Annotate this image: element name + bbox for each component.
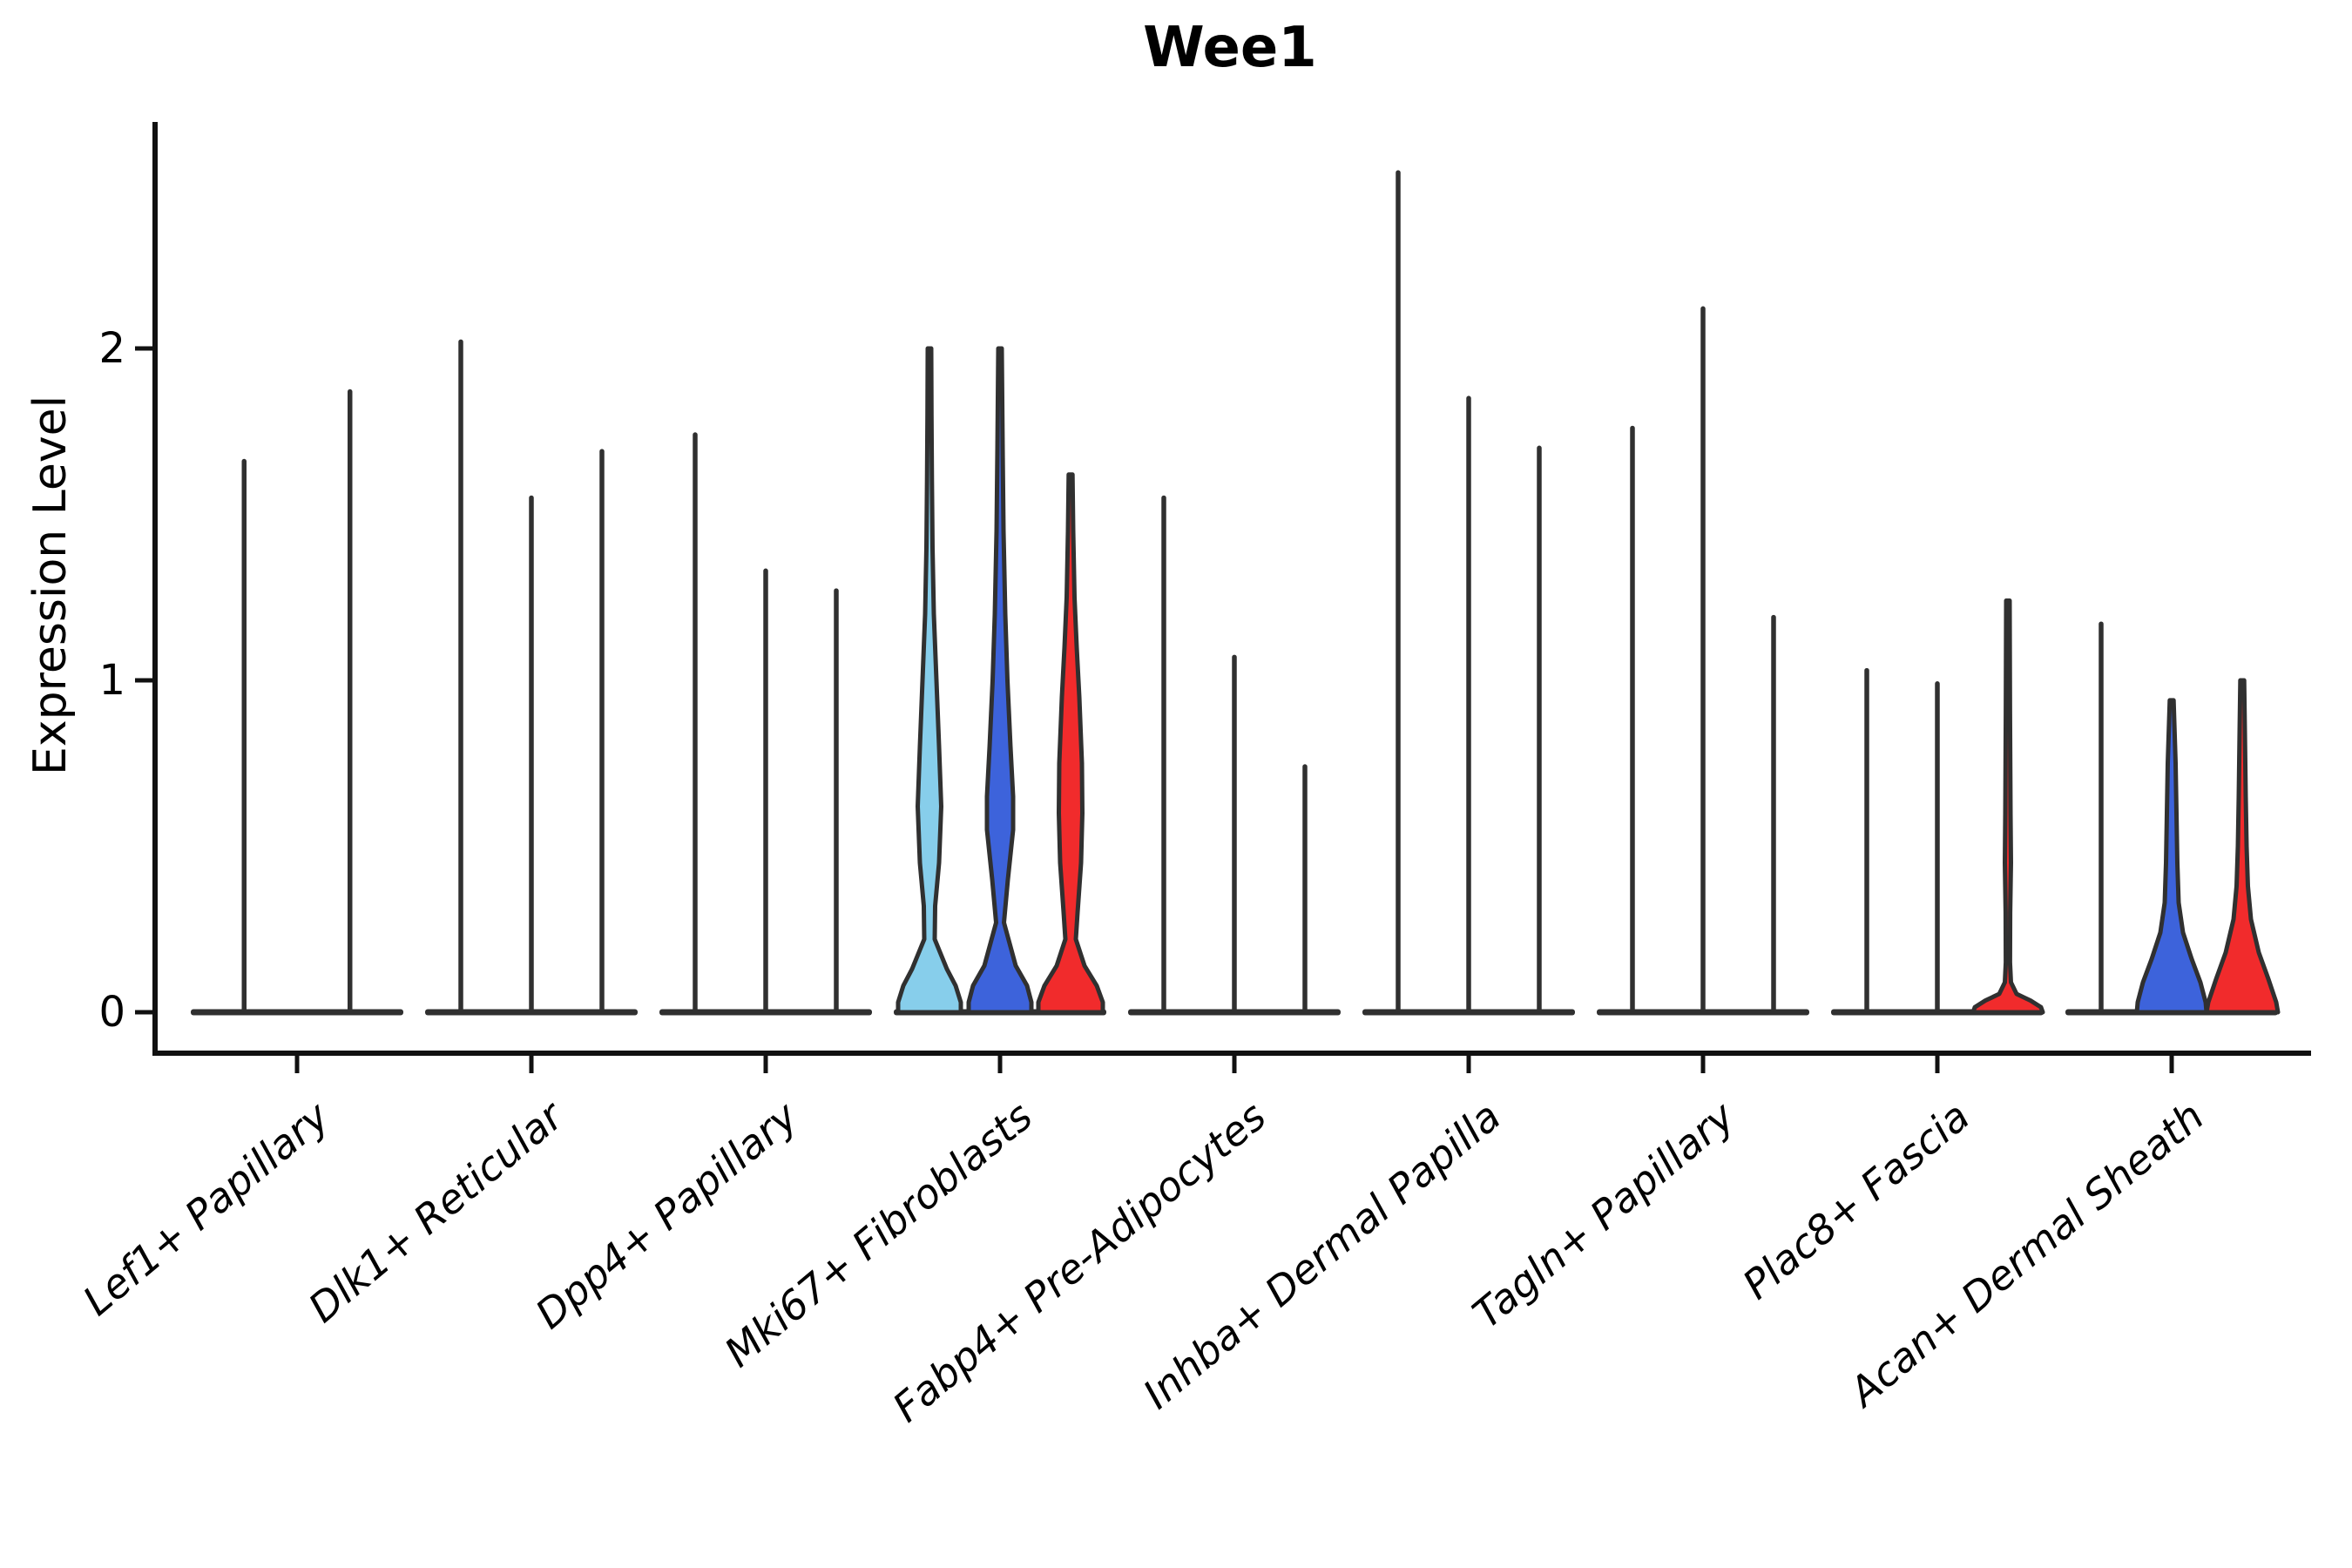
y-axis-line <box>152 122 158 1056</box>
violin <box>966 346 1034 1015</box>
y-tick-label: 1 <box>98 656 125 705</box>
y-axis-tick <box>135 1010 152 1015</box>
violin <box>2204 678 2281 1015</box>
x-axis-tick <box>529 1056 534 1073</box>
x-axis-line <box>152 1051 2311 1056</box>
violin-baseline <box>191 1009 403 1016</box>
y-axis-tick <box>135 678 152 683</box>
violin <box>1036 472 1105 1015</box>
y-axis-tick <box>135 346 152 351</box>
violin <box>896 346 963 1015</box>
x-axis-tick <box>1232 1056 1237 1073</box>
x-axis-tick <box>2169 1056 2174 1073</box>
violin <box>1970 598 2045 1015</box>
x-axis-tick <box>1466 1056 1471 1073</box>
chart-title: Wee1 <box>1143 16 1317 80</box>
x-axis-tick <box>997 1056 1003 1073</box>
violin <box>2134 698 2209 1015</box>
x-axis-tick <box>763 1056 768 1073</box>
y-tick-label: 0 <box>98 988 125 1037</box>
y-tick-label: 2 <box>98 324 125 373</box>
x-axis-tick <box>1935 1056 1940 1073</box>
x-axis-tick <box>1700 1056 1706 1073</box>
x-axis-tick <box>294 1056 300 1073</box>
y-axis-label: Expression Level <box>24 395 77 776</box>
